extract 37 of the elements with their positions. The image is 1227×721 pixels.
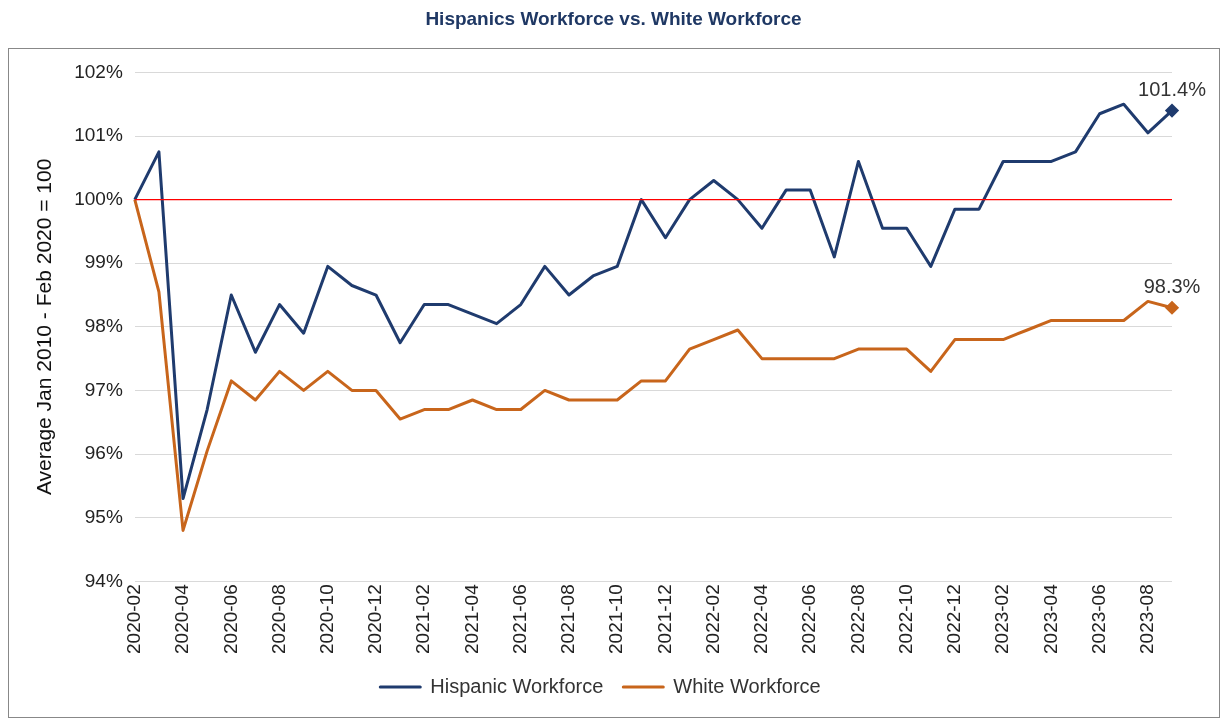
- y-tick-label: 96%: [84, 442, 123, 464]
- x-tick-label: 2023-04: [1039, 583, 1061, 655]
- legend-label: Hispanic Workforce: [430, 674, 604, 697]
- x-tick-label: 2022-02: [701, 584, 723, 655]
- y-tick-label: 100%: [74, 187, 123, 209]
- y-tick-label: 98%: [84, 315, 123, 337]
- data-label: 98.3%: [1143, 275, 1201, 298]
- x-tick-label: 2023-06: [1087, 584, 1109, 655]
- chart-title: Hispanics Workforce vs. White Workforce: [424, 8, 803, 30]
- y-tick-label: 97%: [84, 378, 123, 400]
- x-tick-label: 2020-04: [171, 583, 193, 655]
- x-tick-label: 2021-04: [460, 583, 482, 655]
- legend-label: White Workforce: [673, 674, 821, 697]
- x-tick-label: 2021-02: [412, 584, 434, 655]
- x-tick-label: 2022-06: [798, 584, 820, 655]
- x-tick-label: 2021-08: [557, 584, 579, 655]
- x-tick-label: 2021-12: [653, 584, 675, 655]
- x-tick-label: 2020-12: [364, 584, 386, 655]
- x-tick-label: 2021-10: [605, 584, 627, 655]
- data-label: 101.4%: [1138, 78, 1207, 101]
- y-tick-label: 99%: [84, 251, 123, 273]
- x-tick-label: 2022-04: [750, 583, 772, 655]
- y-tick-label: 101%: [74, 124, 123, 146]
- x-tick-label: 2023-08: [1136, 584, 1158, 655]
- y-tick-label: 95%: [84, 505, 123, 527]
- x-tick-label: 2022-12: [943, 584, 965, 655]
- y-axis-title: Average Jan 2010 - Feb 2020 = 100: [32, 158, 56, 496]
- x-tick-label: 2020-08: [267, 584, 289, 655]
- x-tick-label: 2023-02: [991, 584, 1013, 655]
- y-tick-label: 102%: [74, 60, 123, 82]
- x-tick-label: 2021-06: [508, 584, 530, 655]
- x-tick-label: 2020-02: [123, 584, 145, 655]
- x-tick-label: 2020-06: [219, 584, 241, 655]
- x-tick-label: 2022-10: [894, 584, 916, 655]
- y-tick-label: 94%: [84, 569, 123, 591]
- x-tick-label: 2022-08: [846, 584, 868, 655]
- x-tick-label: 2020-10: [316, 584, 337, 655]
